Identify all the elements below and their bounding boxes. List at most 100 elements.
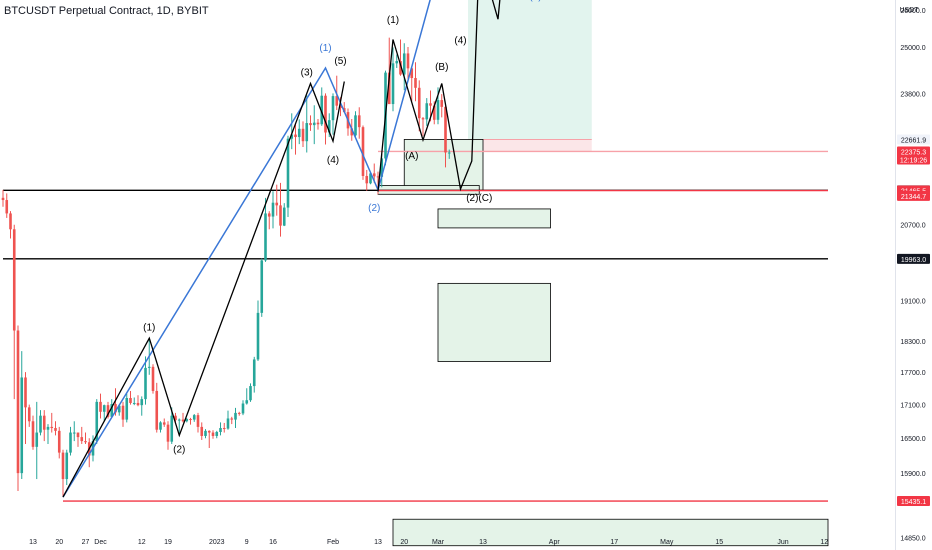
candle-body <box>402 53 406 75</box>
price-tag <box>897 146 930 165</box>
candle-body <box>444 106 447 153</box>
candle-body <box>95 401 99 442</box>
candle-body <box>387 72 391 105</box>
wave-label: (2) <box>173 445 185 456</box>
candle-body <box>432 105 436 120</box>
candle-body <box>39 415 42 433</box>
wave-label: (B) <box>435 62 448 73</box>
candle-body <box>16 330 20 474</box>
candle-body <box>414 78 417 88</box>
candle-body <box>256 312 260 360</box>
candle-body <box>211 432 215 436</box>
candle-body <box>147 366 151 368</box>
price-axis[interactable]: USDT 33000.031000.029000.028000.027000.0… <box>895 0 931 550</box>
candle-body <box>170 415 174 442</box>
price-tick-label: 19100.0 <box>900 298 925 305</box>
wave-label: (2)(C) <box>466 193 492 204</box>
candle-body <box>114 404 117 413</box>
time-tick-label: 9 <box>245 539 249 546</box>
price-tick-label: 20700.0 <box>900 223 925 230</box>
time-tick-label: Jun <box>777 539 788 546</box>
candle-body <box>440 100 444 107</box>
wave-label: (4) <box>529 0 541 2</box>
wave-labels-layer: (1)(2)(3)(1)(5)(4)(2)(1)(A)(B)(2)(C)(3)(… <box>143 0 541 456</box>
candle-body <box>69 432 72 453</box>
candle-body <box>136 402 140 406</box>
candle-body <box>189 419 192 421</box>
candle-body <box>72 432 76 434</box>
candle-body <box>380 158 384 177</box>
time-tick-label: 12 <box>138 539 146 546</box>
price-tag <box>897 190 930 201</box>
price-tick-label: 17100.0 <box>900 403 925 410</box>
price-tick-label: 26000.0 <box>900 8 925 15</box>
candle-body <box>181 419 185 422</box>
candle-body <box>301 128 305 142</box>
wave-paths-layer <box>62 0 501 498</box>
candle-body <box>174 415 177 421</box>
wave-path-black-2 <box>377 0 501 192</box>
candle-body <box>219 428 222 432</box>
candle-body <box>249 386 252 401</box>
candle-body <box>237 412 241 414</box>
candle-body <box>20 377 24 474</box>
time-tick-label: Mar <box>432 539 445 546</box>
price-tag-label: 19963.0 <box>901 257 926 264</box>
wave-label: (3) <box>301 68 313 79</box>
candle-body <box>339 105 342 109</box>
zone-1 <box>403 139 484 191</box>
candle-body <box>102 405 106 412</box>
time-tick-label: 20 <box>55 539 63 546</box>
candle-body <box>260 260 264 313</box>
candle-body <box>350 128 354 136</box>
candle-body <box>417 87 421 119</box>
price-tag-label: 22661.9 <box>901 137 926 144</box>
candle-body <box>222 428 226 430</box>
price-tag-label: 22375.3 <box>901 149 926 156</box>
candle-body <box>110 404 114 417</box>
candle-body <box>140 399 144 406</box>
candle-body <box>282 207 286 226</box>
wave-path-black-1 <box>62 81 345 498</box>
candle-body <box>207 430 211 433</box>
candle-body <box>117 405 121 413</box>
candle-body <box>297 128 301 138</box>
price-unit-label: USDT <box>899 7 919 14</box>
price-tag <box>897 253 930 264</box>
time-tick-label: 17 <box>610 539 618 546</box>
price-tick-label: 14850.0 <box>900 535 925 542</box>
candle-body <box>65 452 69 480</box>
candle-body <box>80 437 84 442</box>
wave-label: (5) <box>334 56 346 67</box>
time-tick-label: Apr <box>549 539 561 546</box>
candle-body <box>264 213 267 261</box>
price-tick-label: 17700.0 <box>900 370 925 377</box>
candle-body <box>320 95 324 125</box>
time-tick-label: Feb <box>327 539 339 546</box>
candle-body <box>425 103 429 120</box>
time-tick-label: 2023 <box>209 539 225 546</box>
candle-body <box>286 138 290 208</box>
candle-body <box>35 432 39 447</box>
candle-body <box>376 176 380 178</box>
time-tick-label: 13 <box>374 539 382 546</box>
candle-body <box>395 61 399 64</box>
wave-label: (1) <box>319 43 331 54</box>
wave-label: (A) <box>405 151 418 162</box>
time-axis[interactable]: 13 20 27 Dec 12 19 2023 9 16 Feb 13 20 Mar 13 Apr 17 May… <box>29 539 828 546</box>
wave-label: (1) <box>143 323 155 334</box>
candle-body <box>177 419 181 421</box>
candle-body <box>312 122 316 126</box>
wave-label: (4) <box>327 155 339 166</box>
candle-body <box>196 415 200 427</box>
candle-body <box>305 123 309 142</box>
candle-body <box>316 122 320 125</box>
candle-body <box>84 441 87 443</box>
candle-body <box>271 202 275 217</box>
candle-body <box>162 422 166 425</box>
candle-body <box>24 377 27 408</box>
candle-body <box>230 418 234 420</box>
candle-body <box>204 430 207 436</box>
